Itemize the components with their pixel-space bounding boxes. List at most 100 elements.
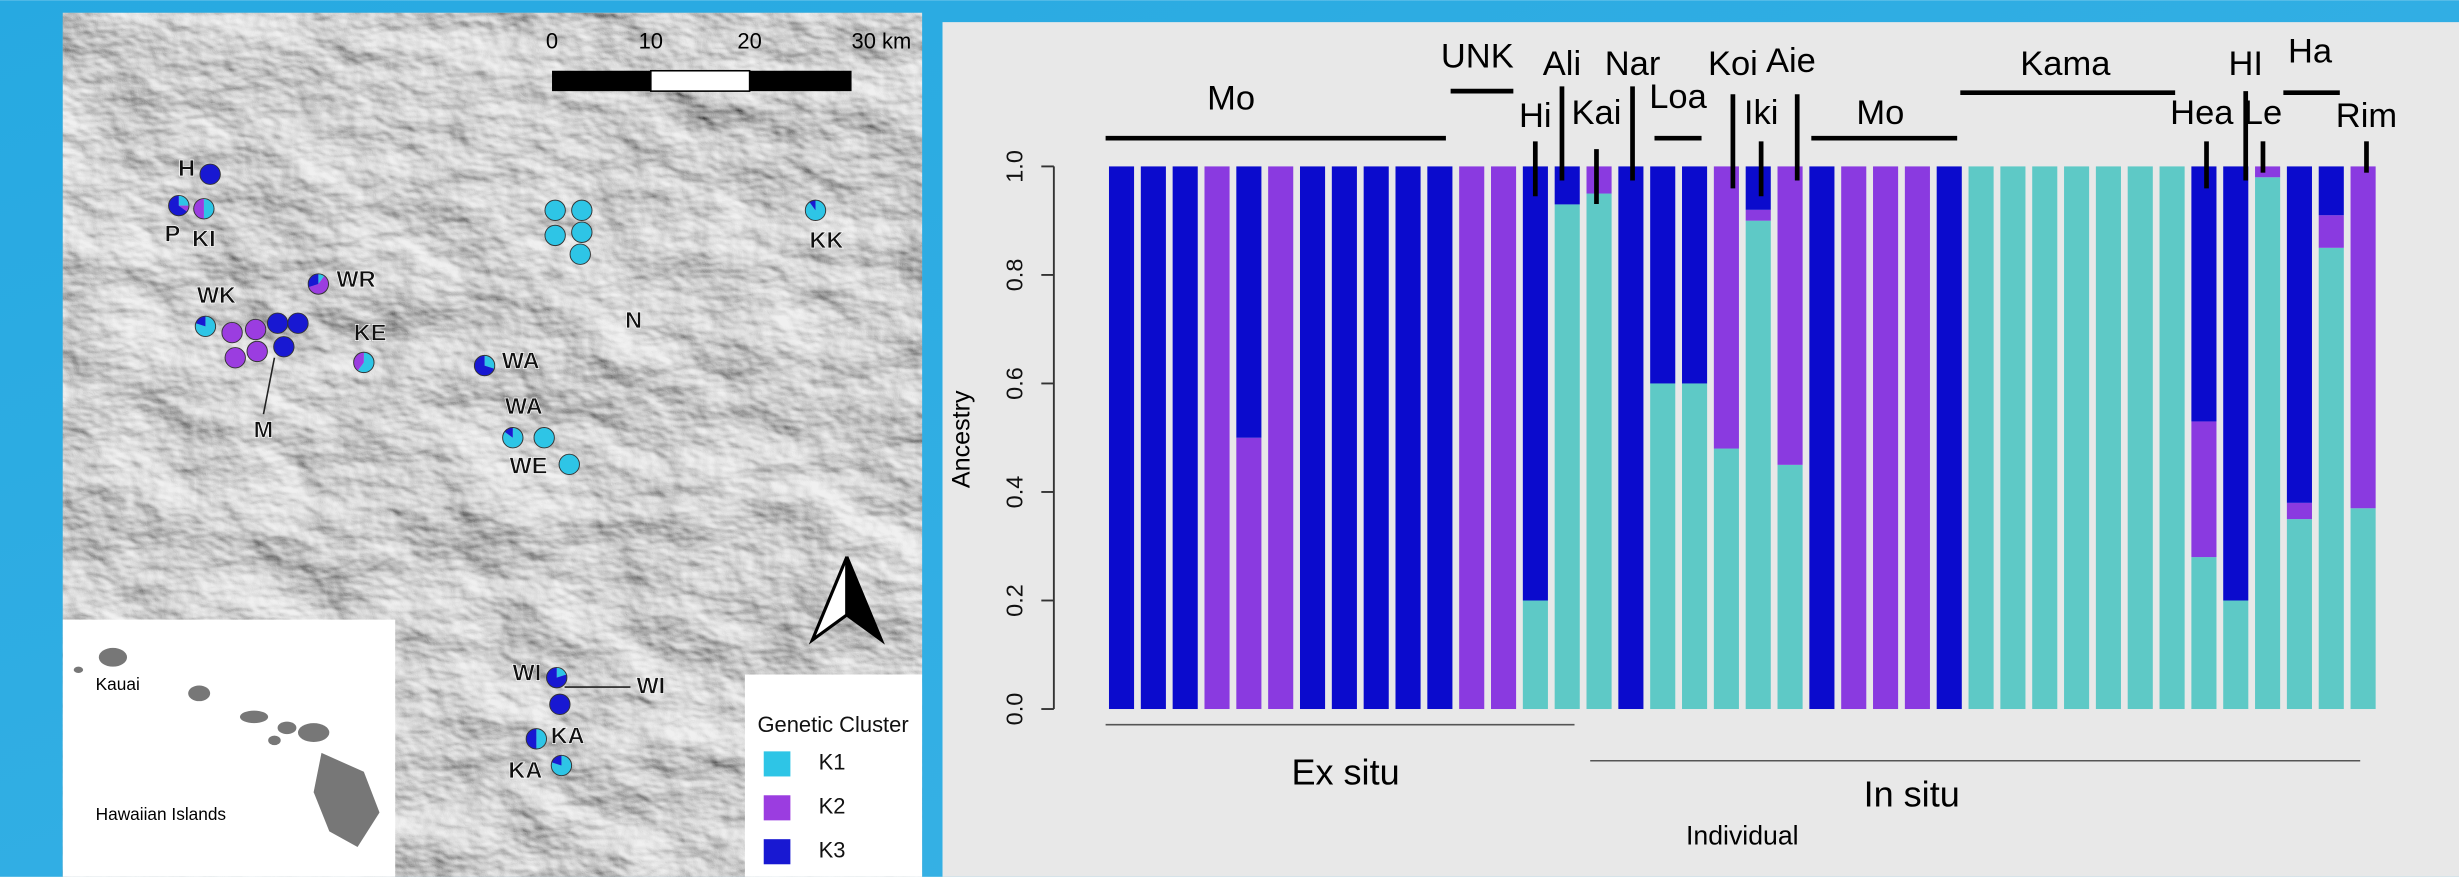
scale-bar: [651, 71, 750, 91]
site-label: WK: [197, 282, 236, 308]
bar-segment: [1873, 166, 1898, 709]
bar-segment: [1141, 166, 1166, 709]
bar-segment: [1300, 166, 1325, 709]
site-pie: [247, 341, 267, 361]
site-pie: [547, 667, 567, 687]
bar-segment: [2032, 166, 2057, 709]
site-pie: [194, 199, 214, 219]
site-label: WA: [505, 393, 543, 419]
site-label: H: [178, 155, 195, 181]
site-pie: [308, 274, 328, 294]
site-label: KI: [192, 225, 216, 251]
group-label: Iki: [1744, 94, 1779, 132]
site-pie: [169, 195, 189, 215]
group-label: Ha: [2288, 33, 2333, 71]
legend-swatch: [764, 795, 791, 820]
site-label: WI: [513, 660, 542, 686]
legend-label: K2: [819, 794, 846, 819]
site-pie: [222, 322, 242, 342]
bar-segment: [1714, 166, 1739, 448]
scale-label: 30 km: [852, 28, 912, 53]
site-label: WE: [510, 453, 548, 479]
group-label: Kama: [2020, 45, 2111, 83]
bar-segment: [2319, 248, 2344, 709]
bar-segment: [1778, 166, 1803, 464]
site-pie: [559, 454, 579, 474]
bar-segment: [2064, 166, 2089, 709]
site-label: N: [625, 307, 642, 333]
annotation: In situ: [1864, 773, 1960, 814]
bar-segment: [2191, 421, 2216, 557]
site-pie: [274, 337, 294, 357]
bar-segment: [1109, 166, 1134, 709]
group-label: Hea: [2170, 94, 2234, 132]
y-tick-label: 0.0: [1001, 693, 1027, 726]
bar-segment: [2319, 166, 2344, 215]
bar-segment: [1364, 166, 1389, 709]
site-label: KA: [551, 722, 585, 748]
bar-segment: [2351, 166, 2376, 508]
site-pie: [245, 319, 265, 339]
group-label: Rim: [2336, 97, 2397, 135]
legend-label: K1: [819, 750, 846, 775]
bar-segment: [2287, 166, 2312, 502]
group-label: Hi: [1519, 97, 1552, 135]
legend-swatch: [764, 751, 791, 776]
bar-segment: [1555, 204, 1580, 709]
site-label: WI: [636, 672, 665, 698]
site-pie: [526, 729, 546, 749]
bar-segment: [1618, 166, 1643, 709]
bar-segment: [1491, 166, 1516, 709]
group-label: HI: [2228, 45, 2263, 83]
site-pie: [534, 428, 554, 448]
bar-segment: [1841, 166, 1866, 709]
site-pie: [545, 225, 565, 245]
group-label: Koi: [1708, 45, 1758, 83]
site-pie: [551, 755, 571, 775]
bar-segment: [2191, 557, 2216, 709]
y-tick-label: 0.4: [1001, 476, 1027, 509]
bar-segment: [1682, 383, 1707, 709]
bar-segment: [1969, 166, 1994, 709]
bar-segment: [1555, 166, 1580, 204]
bar-segment: [1905, 166, 1930, 709]
bar-segment: [2287, 503, 2312, 519]
site-pie: [195, 316, 215, 336]
bar-segment: [2000, 166, 2025, 709]
legend-swatch: [764, 839, 791, 864]
bar-segment: [1427, 166, 1452, 709]
bar-segment: [1746, 166, 1771, 209]
site-label: P: [165, 221, 181, 247]
figure: 0102030 kmHPKIWRWKKEMWAWAWENKKWIWIKAKAKa…: [0, 0, 2459, 877]
bar-segment: [1587, 166, 1612, 193]
inset-label: Kauai: [96, 674, 140, 694]
bar-segment: [1714, 449, 1739, 709]
page: { "map": { "scale_labels": ["0", "10", "…: [0, 0, 2459, 877]
scale-label: 10: [639, 28, 663, 53]
inset-label: Hawaiian Islands: [96, 804, 226, 824]
site-pie: [572, 200, 592, 220]
site-label: KE: [354, 319, 387, 345]
site-pie: [572, 222, 592, 242]
bar-segment: [1236, 166, 1261, 437]
y-tick-label: 0.6: [1001, 367, 1027, 400]
scale-bar: [750, 71, 852, 91]
group-label: Ali: [1543, 45, 1581, 83]
y-tick-label: 1.0: [1001, 150, 1027, 183]
site-pie: [545, 200, 565, 220]
site-label: WA: [502, 348, 540, 374]
site-pie: [267, 313, 287, 333]
y-tick-label: 0.8: [1001, 259, 1027, 292]
site-label: KK: [809, 227, 843, 253]
bar-segment: [1809, 166, 1834, 709]
group-label: Kai: [1572, 94, 1622, 132]
bar-segment: [2287, 519, 2312, 709]
group-label: Aie: [1766, 42, 1816, 80]
bar-segment: [1746, 210, 1771, 221]
site-label: KA: [508, 757, 542, 783]
bar-segment: [1268, 166, 1293, 709]
bar-segment: [1778, 465, 1803, 709]
legend-label: K3: [819, 838, 846, 863]
bar-segment: [1459, 166, 1484, 709]
